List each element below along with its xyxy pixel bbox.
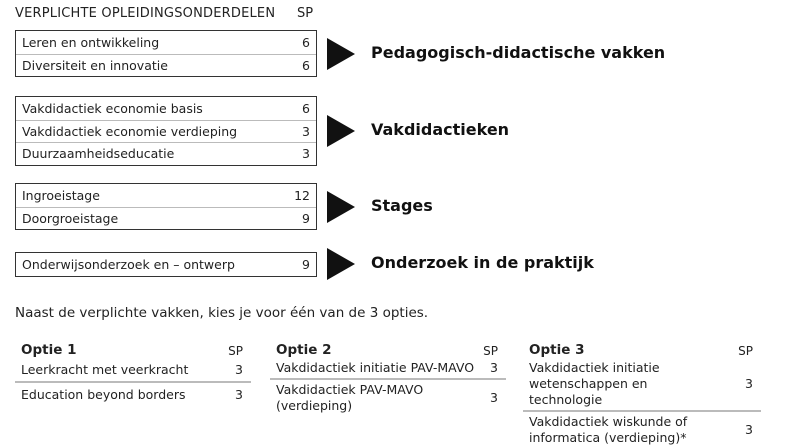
course-name: Vakdidactiek initiatie PAV-MAVO <box>276 360 475 375</box>
course-row: Vakdidactiek economie verdieping 3 <box>16 119 316 143</box>
course-row: Diversiteit en innovatie 6 <box>16 53 316 77</box>
course-sp: 6 <box>302 34 310 50</box>
arrow-right-icon <box>327 190 355 223</box>
course-sp: 9 <box>302 256 310 272</box>
course-sp: 9 <box>302 210 310 226</box>
course-name: Vakdidactiek economie verdieping <box>22 123 238 139</box>
course-name: Vakdidactiek economie basis <box>22 100 203 116</box>
intro-text: Naast de verplichte vakken, kies je voor… <box>15 305 429 321</box>
course-sp: 6 <box>302 100 310 116</box>
course-row: Ingroeistage 12 <box>16 184 316 207</box>
course-row: Leren en ontwikkeling 6 <box>16 31 316 54</box>
category-label: Stages <box>371 195 433 215</box>
course-name: Education beyond borders <box>21 386 186 402</box>
course-row: Onderwijsonderzoek en – ontwerp 9 <box>16 253 316 276</box>
course-name: Diversiteit en innovatie <box>22 57 168 73</box>
course-sp: 6 <box>302 57 310 73</box>
sp-header: SP <box>738 344 753 358</box>
option-header: Optie 3 SP <box>523 340 761 358</box>
category-label: Onderzoek in de praktijk <box>371 253 594 273</box>
course-sp: 3 <box>490 360 498 375</box>
arrow-right-icon <box>327 114 355 147</box>
sp-header: SP <box>228 344 243 358</box>
course-name: Vakdidactiek initiatie wetenschappen en … <box>529 360 660 407</box>
option-row: Vakdidactiek wiskunde of informatica (ve… <box>523 412 761 448</box>
course-group-box: Leren en ontwikkeling 6 Diversiteit en inn… <box>15 30 317 77</box>
course-row: Duurzaamheidseducatie 3 <box>16 142 316 165</box>
course-name: Vakdidactiek PAV-MAVO (verdieping) <box>276 382 424 413</box>
course-sp: 3 <box>745 376 753 391</box>
course-name: Vakdidactiek wiskunde of informatica (ve… <box>529 414 688 445</box>
option-header: Optie 2 SP <box>270 340 506 358</box>
course-name: Ingroeistage <box>22 187 100 203</box>
course-group-box: Vakdidactiek economie basis 6 Vakdidactiek… <box>15 96 317 166</box>
course-group-box: Ingroeistage 12 Doorgroeistage 9 <box>15 183 317 230</box>
option-row: Vakdidactiek initiatie wetenschappen en … <box>523 358 761 412</box>
course-name: Doorgroeistage <box>22 210 119 226</box>
category-label: Pedagogisch-didactische vakken <box>371 42 666 62</box>
option-row: Vakdidactiek PAV-MAVO (verdieping) 3 <box>270 380 506 416</box>
option-header: Optie 1 SP <box>15 340 251 358</box>
course-row: Vakdidactiek economie basis 6 <box>16 97 316 120</box>
sp-header: SP <box>297 6 314 21</box>
arrow-right-icon <box>327 248 355 281</box>
course-name: Duurzaamheidseducatie <box>22 146 175 162</box>
course-name: Leren en ontwikkeling <box>22 34 160 50</box>
option-3: Optie 3 SP Vakdidactiek initiatie wetensch… <box>523 340 761 448</box>
option-title: Optie 1 <box>21 342 77 358</box>
course-group-box: Onderwijsonderzoek en – ontwerp 9 <box>15 252 317 277</box>
course-name: Leerkracht met veerkracht <box>21 361 189 377</box>
arrow-right-icon <box>327 37 355 70</box>
option-1: Optie 1 SP Leerkracht met veerkracht 3 Educa… <box>15 340 251 406</box>
course-sp: 3 <box>490 390 498 405</box>
course-name: Onderwijsonderzoek en – ontwerp <box>22 256 235 272</box>
section-title: VERPLICHTE OPLEIDINGSONDERDELEN <box>15 6 276 21</box>
course-sp: 3 <box>235 386 243 402</box>
option-2: Optie 2 SP Vakdidactiek initiatie PAV-MAVO… <box>270 340 506 416</box>
course-sp: 12 <box>294 187 310 203</box>
option-title: Optie 3 <box>529 342 585 358</box>
course-sp: 3 <box>302 146 310 162</box>
course-sp: 3 <box>302 123 310 139</box>
course-sp: 3 <box>745 422 753 437</box>
option-row: Vakdidactiek initiatie PAV-MAVO 3 <box>270 358 506 380</box>
category-label: Vakdidactieken <box>371 119 510 139</box>
option-row: Education beyond borders 3 <box>15 383 251 406</box>
option-row: Leerkracht met veerkracht 3 <box>15 358 251 383</box>
option-title: Optie 2 <box>276 342 332 358</box>
course-row: Doorgroeistage 9 <box>16 206 316 230</box>
course-sp: 3 <box>235 361 243 377</box>
sp-header: SP <box>483 344 498 358</box>
